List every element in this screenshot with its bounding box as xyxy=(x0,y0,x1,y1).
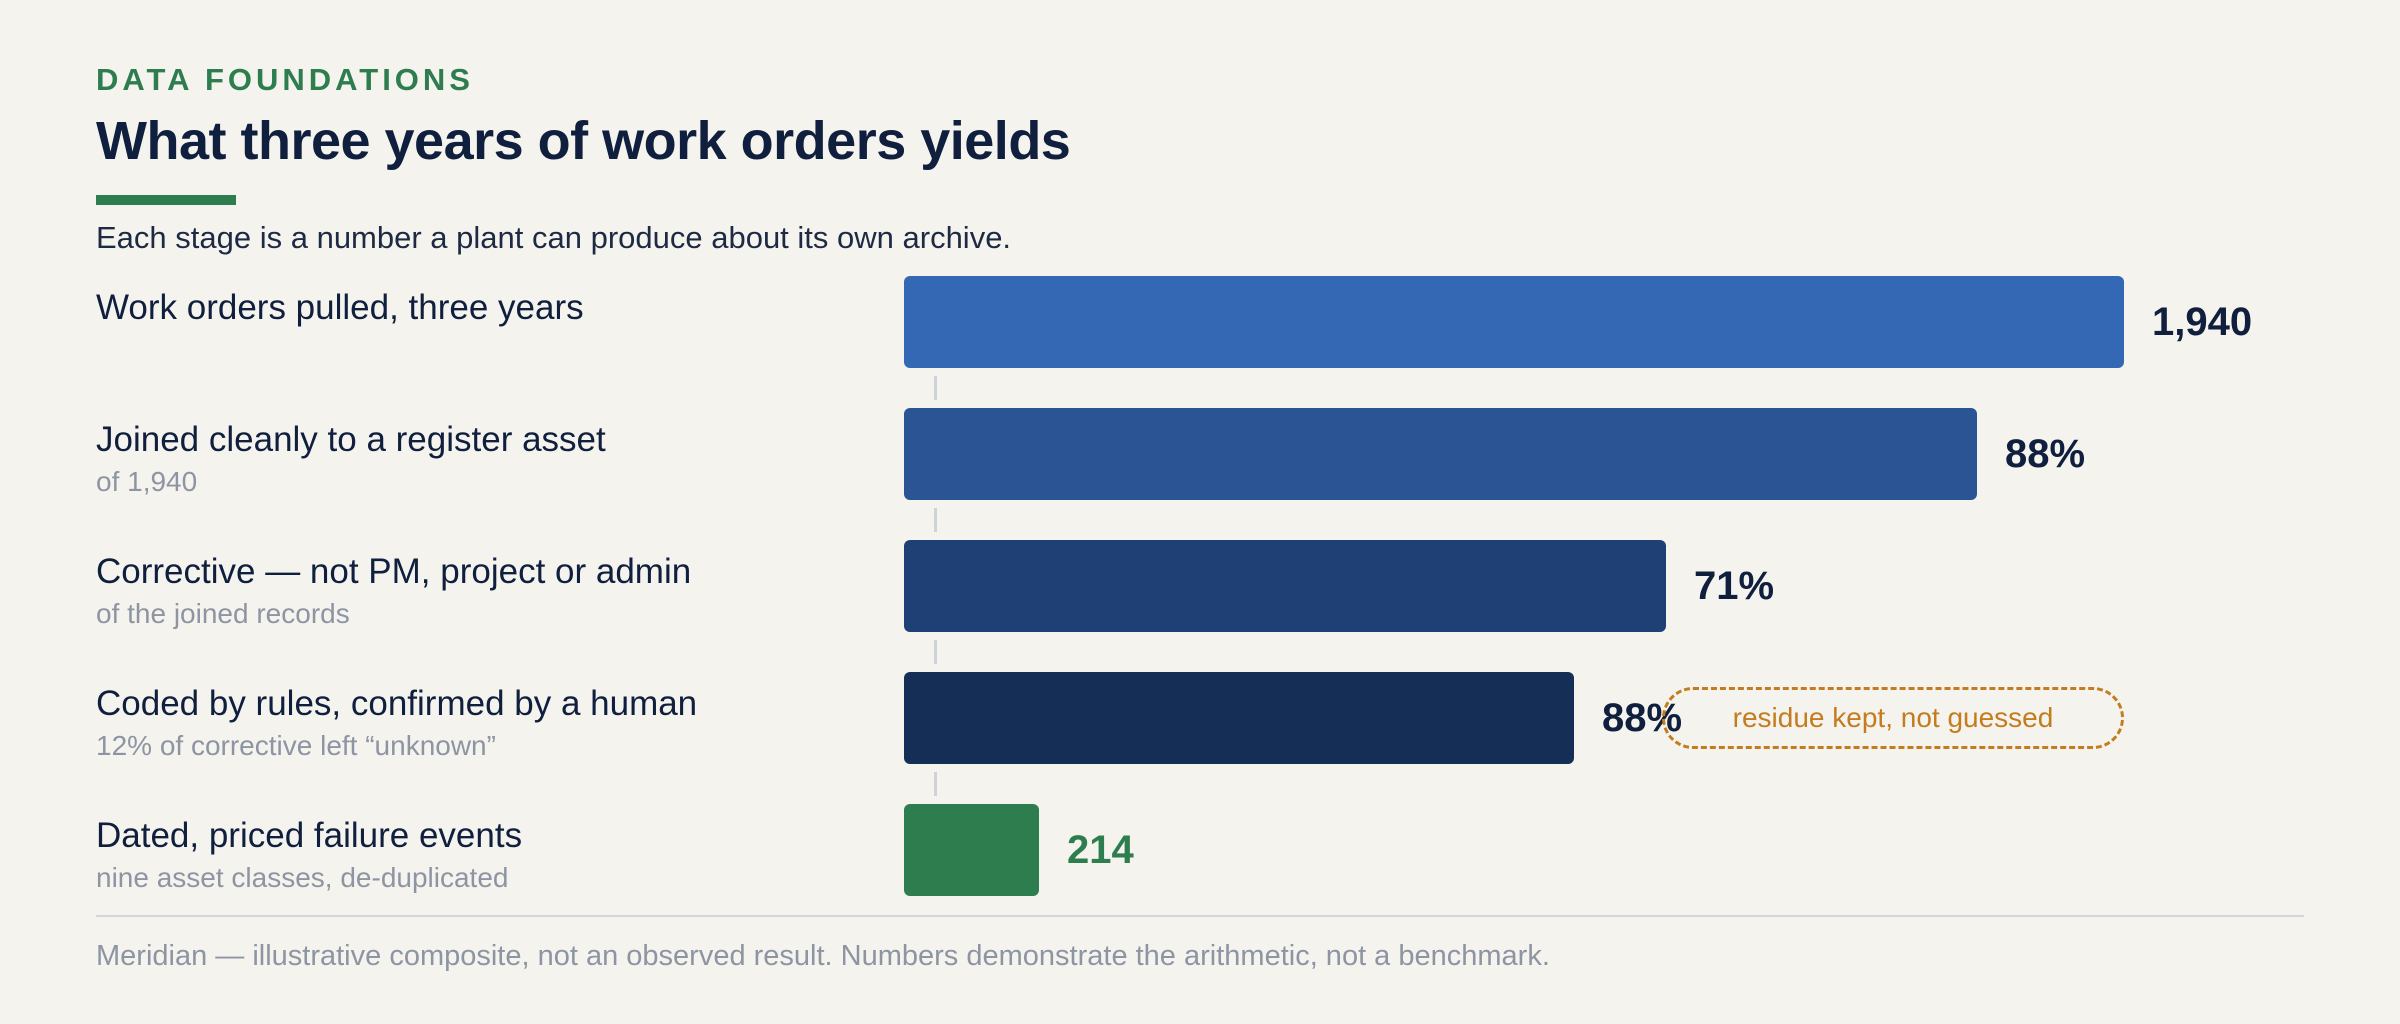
stage-connector xyxy=(934,376,937,400)
stage-connector xyxy=(934,772,937,796)
funnel-bar xyxy=(904,672,1574,764)
funnel-bar xyxy=(904,540,1666,632)
stage-sublabel: of 1,940 xyxy=(96,466,198,497)
residue-annotation: residue kept, not guessed xyxy=(1662,687,2124,749)
bar-value-label: 1,940 xyxy=(2152,300,2253,344)
stage-sublabel: of the joined records xyxy=(96,598,350,629)
stage-connector xyxy=(934,640,937,664)
title-accent-rule xyxy=(96,195,236,205)
subtitle: Each stage is a number a plant can produ… xyxy=(96,220,1012,255)
stage-label: Work orders pulled, three years xyxy=(96,288,584,327)
page-title: What three years of work orders yields xyxy=(96,111,1071,171)
stage-connector xyxy=(934,508,937,532)
funnel-bar xyxy=(904,276,2124,368)
bar-value-label: 88% xyxy=(2005,432,2086,476)
stage-label: Coded by rules, confirmed by a human xyxy=(96,684,698,723)
footer-note: Meridian — illustrative composite, not a… xyxy=(96,940,1550,972)
stage-label: Corrective — not PM, project or admin xyxy=(96,552,692,591)
funnel-bar xyxy=(904,804,1039,896)
stage-label: Joined cleanly to a register asset xyxy=(96,420,606,459)
stage-label: Dated, priced failure events xyxy=(96,816,523,855)
funnel-bar xyxy=(904,408,1977,500)
bar-value-label: 71% xyxy=(1694,564,1775,608)
stage-sublabel: nine asset classes, de-duplicated xyxy=(96,862,509,893)
stage-sublabel: 12% of corrective left “unknown” xyxy=(96,730,496,761)
footer-divider xyxy=(96,915,2304,917)
eyebrow: DATA FOUNDATIONS xyxy=(96,62,474,97)
bar-value-label: 214 xyxy=(1067,828,1134,872)
